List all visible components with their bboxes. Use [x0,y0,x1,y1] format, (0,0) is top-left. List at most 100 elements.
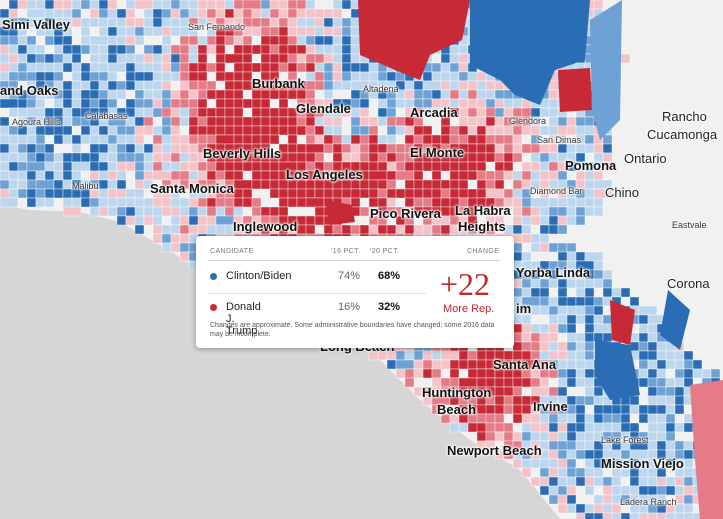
precinct-tile [89,134,100,145]
precinct-tile [170,8,181,19]
precinct-tile [467,152,478,163]
precinct-tile [656,440,667,451]
precinct-tile [521,287,532,298]
precinct-tile [188,125,199,136]
precinct-tile [98,8,109,19]
precinct-tile [197,53,208,64]
precinct-tile [323,134,334,145]
precinct-tile [71,44,82,55]
precinct-tile [80,134,91,145]
precinct-tile [242,53,253,64]
precinct-tile [674,359,685,370]
precinct-tile [98,44,109,55]
precinct-tile [584,350,595,361]
place-label: La Habra [455,203,511,218]
precinct-tile [683,350,694,361]
precinct-tile [116,125,127,136]
precinct-tile [332,188,343,199]
precinct-tile [431,179,442,190]
precinct-tile [593,512,604,519]
precinct-tile [458,80,469,91]
precinct-tile [530,332,541,343]
precinct-tile [89,0,100,10]
precinct-tile [593,413,604,424]
precinct-tile [296,0,307,10]
precinct-tile [89,206,100,217]
precinct-tile [674,485,685,496]
precinct-tile [251,206,262,217]
precinct-tile [125,125,136,136]
district-blob [660,290,690,350]
precinct-tile [602,422,613,433]
precinct-tile [674,350,685,361]
place-label: El Monte [410,145,465,160]
precinct-tile [359,188,370,199]
precinct-tile [485,404,496,415]
precinct-tile [44,53,55,64]
precinct-tile [404,179,415,190]
precinct-tile [485,80,496,91]
precinct-tile [215,98,226,109]
precinct-tile [8,161,19,172]
header-pct20: '20 PCT. [370,248,400,255]
precinct-tile [215,107,226,118]
precinct-tile [287,26,298,37]
precinct-tile [368,71,379,82]
precinct-tile [431,62,442,73]
precinct-tile [494,152,505,163]
precinct-tile [197,35,208,46]
precinct-tile [278,188,289,199]
precinct-tile [242,8,253,19]
precinct-tile [377,134,388,145]
precinct-tile [98,161,109,172]
precinct-tile [674,404,685,415]
place-label: Simi Valley [2,17,70,32]
precinct-tile [26,197,37,208]
precinct-tile [224,0,235,10]
precinct-tile [530,422,541,433]
precinct-tile [188,107,199,118]
precinct-tile [503,134,514,145]
precinct-tile [350,35,361,46]
precinct-tile [683,503,694,514]
precinct-tile [350,143,361,154]
precinct-tile [449,44,460,55]
precinct-tile [629,296,640,307]
precinct-tile [521,251,532,262]
precinct-tile [170,98,181,109]
precinct-tile [89,98,100,109]
precinct-tile [386,188,397,199]
precinct-tile [341,80,352,91]
precinct-tile [197,206,208,217]
precinct-tile [485,134,496,145]
precinct-tile [368,116,379,127]
precinct-tile [35,0,46,10]
precinct-tile [575,440,586,451]
precinct-tile [269,107,280,118]
precinct-tile [548,458,559,469]
precinct-tile [449,368,460,379]
precinct-tile [215,8,226,19]
precinct-tile [98,206,109,217]
precinct-tile [188,197,199,208]
precinct-tile [143,125,154,136]
precinct-tile [233,0,244,10]
precinct-tile [98,143,109,154]
precinct-tile [467,161,478,172]
precinct-tile [557,323,568,334]
precinct-tile [305,143,325,154]
precinct-tile [350,17,361,28]
precinct-tile [665,359,676,370]
precinct-tile [188,206,199,217]
precinct-tile [494,170,505,181]
change-value: +22 [440,266,491,302]
place-label: Arcadia [410,105,458,120]
precinct-tile [476,350,487,361]
precinct-tile [548,125,559,136]
precinct-tile [107,161,118,172]
precinct-tile [512,278,523,289]
precinct-tile [449,359,460,370]
precinct-tile [152,62,163,73]
precinct-tile [548,332,559,343]
